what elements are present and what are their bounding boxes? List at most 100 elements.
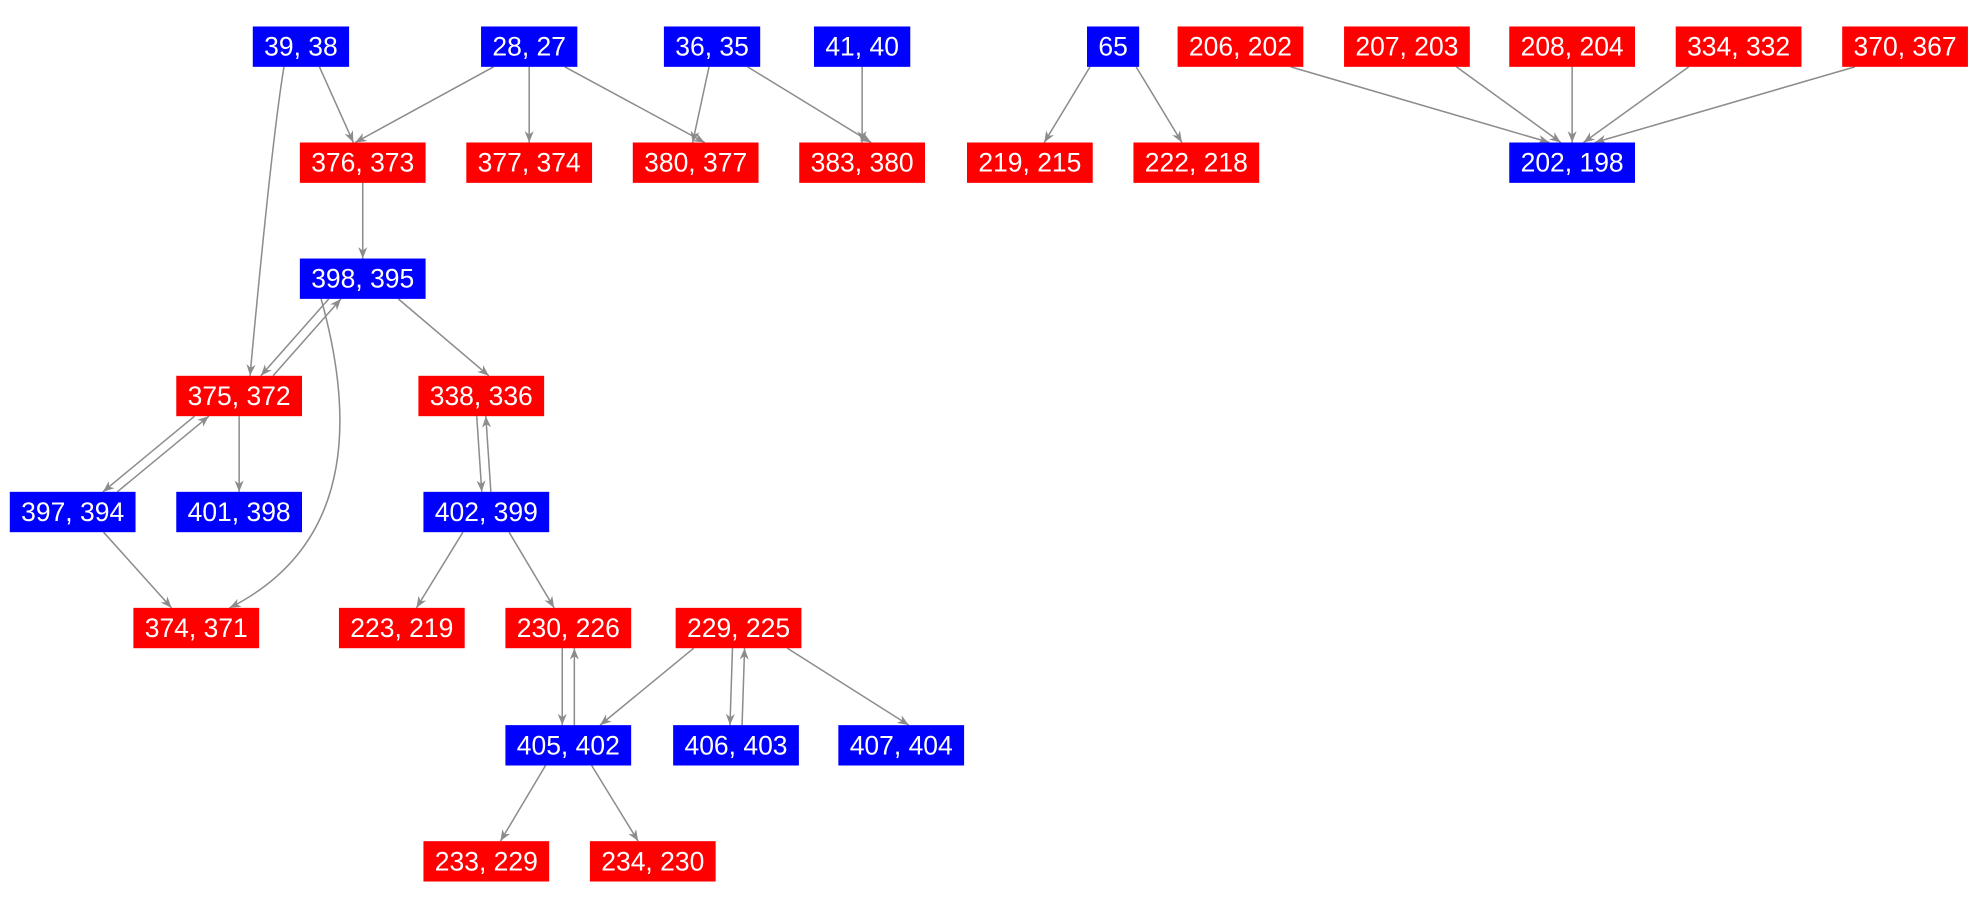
edge bbox=[739, 648, 749, 726]
edge bbox=[1135, 66, 1183, 143]
edge bbox=[260, 298, 330, 377]
node-label: 374, 371 bbox=[145, 613, 248, 643]
node: 233, 229 bbox=[423, 841, 550, 882]
node: 338, 336 bbox=[418, 375, 545, 417]
node-label: 338, 336 bbox=[430, 381, 533, 411]
node-box bbox=[9, 491, 136, 533]
edge bbox=[229, 298, 341, 609]
node: 375, 372 bbox=[176, 375, 303, 417]
node: 222, 218 bbox=[1133, 142, 1260, 183]
node-label: 223, 219 bbox=[350, 613, 453, 643]
node-label: 41, 40 bbox=[825, 32, 899, 62]
node: 36, 35 bbox=[663, 26, 761, 67]
node-box bbox=[799, 142, 926, 183]
node-box bbox=[176, 491, 303, 533]
node-label: 402, 399 bbox=[435, 497, 538, 527]
node: 398, 395 bbox=[299, 258, 426, 299]
node-box bbox=[481, 26, 578, 67]
node: 370, 367 bbox=[1842, 26, 1968, 67]
node-box bbox=[423, 841, 550, 882]
node: 376, 373 bbox=[299, 142, 426, 183]
node: 334, 332 bbox=[1675, 26, 1802, 67]
node: 397, 394 bbox=[9, 491, 136, 533]
node: 374, 371 bbox=[133, 607, 260, 649]
node-box bbox=[632, 142, 759, 183]
edge bbox=[102, 415, 195, 493]
node-label: 233, 229 bbox=[435, 846, 538, 876]
nodes: 39, 38 28, 27 36, 35 41, 40 65 206, 202 207, 2… bbox=[9, 26, 1968, 882]
node-label: 230, 226 bbox=[517, 613, 620, 643]
node: 41, 40 bbox=[813, 26, 911, 67]
node-box bbox=[423, 491, 550, 533]
edge bbox=[272, 298, 342, 377]
node-label: 234, 230 bbox=[601, 846, 704, 876]
node: 407, 404 bbox=[838, 725, 965, 766]
node-label: 405, 402 bbox=[517, 730, 620, 760]
edges bbox=[102, 66, 1856, 842]
node-box bbox=[176, 375, 303, 417]
edge bbox=[1290, 66, 1550, 144]
node-label: 370, 367 bbox=[1854, 32, 1957, 62]
node-label: 407, 404 bbox=[850, 730, 953, 760]
node-box bbox=[505, 607, 632, 649]
node: 380, 377 bbox=[632, 142, 759, 183]
node-box bbox=[299, 142, 426, 183]
node-box bbox=[1177, 26, 1304, 67]
node: 208, 204 bbox=[1509, 26, 1636, 67]
node-label: 397, 394 bbox=[21, 497, 124, 527]
node-label: 376, 373 bbox=[311, 148, 414, 178]
node-box bbox=[299, 258, 426, 299]
edge bbox=[1594, 66, 1856, 144]
node-box bbox=[966, 142, 1093, 183]
node: 65 bbox=[1087, 26, 1140, 67]
edge bbox=[246, 66, 285, 376]
edge bbox=[103, 531, 173, 609]
node: 28, 27 bbox=[481, 26, 578, 67]
edge bbox=[690, 66, 710, 143]
node-label: 375, 372 bbox=[188, 381, 291, 411]
node-box bbox=[418, 375, 545, 417]
node-label: 219, 215 bbox=[978, 148, 1081, 178]
node-box bbox=[133, 607, 260, 649]
node-label: 36, 35 bbox=[675, 32, 749, 62]
edge bbox=[599, 647, 695, 726]
node: 383, 380 bbox=[799, 142, 926, 183]
node-label: 206, 202 bbox=[1189, 32, 1292, 62]
node-label: 398, 395 bbox=[311, 264, 414, 294]
node-label: 39, 38 bbox=[264, 32, 338, 62]
node: 39, 38 bbox=[252, 26, 350, 67]
node-box bbox=[1509, 142, 1636, 183]
edge bbox=[482, 416, 492, 492]
edge bbox=[786, 647, 910, 726]
edge bbox=[116, 415, 210, 493]
node-label: 401, 398 bbox=[188, 497, 291, 527]
node: 229, 225 bbox=[675, 607, 802, 649]
edge bbox=[725, 648, 735, 726]
node-box bbox=[1675, 26, 1802, 67]
node-label: 229, 225 bbox=[687, 613, 790, 643]
node-box bbox=[675, 607, 802, 649]
node-label: 380, 377 bbox=[644, 148, 747, 178]
edge bbox=[1043, 66, 1091, 143]
edge bbox=[318, 66, 355, 143]
node: 202, 198 bbox=[1509, 142, 1636, 183]
node-box bbox=[252, 26, 350, 67]
node-box bbox=[1133, 142, 1260, 183]
node: 405, 402 bbox=[505, 725, 632, 766]
edge bbox=[415, 531, 464, 609]
node-label: 383, 380 bbox=[811, 148, 914, 178]
edge bbox=[499, 765, 547, 842]
node: 401, 398 bbox=[176, 491, 303, 533]
edge bbox=[397, 298, 490, 377]
node: 207, 203 bbox=[1344, 26, 1470, 67]
node: 223, 219 bbox=[338, 607, 465, 649]
node-box bbox=[663, 26, 761, 67]
node-label: 377, 374 bbox=[478, 148, 581, 178]
node: 206, 202 bbox=[1177, 26, 1304, 67]
node-box bbox=[338, 607, 465, 649]
node-label: 208, 204 bbox=[1521, 32, 1624, 62]
node: 230, 226 bbox=[505, 607, 632, 649]
edge bbox=[508, 531, 555, 609]
